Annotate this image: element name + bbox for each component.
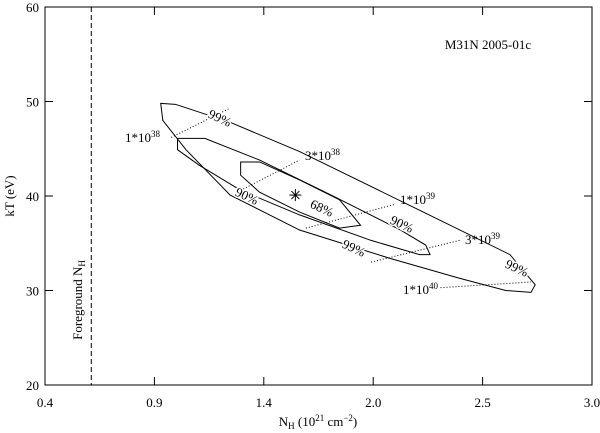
x-label-exp: 21 (315, 413, 324, 423)
y-tick-label: 50 (26, 95, 39, 110)
luminosity-exp: 38 (151, 129, 161, 139)
contour-label: 90% (388, 212, 416, 236)
contour-label: 68% (308, 196, 336, 220)
foreground-sub: H (77, 260, 87, 267)
best-fit (289, 189, 302, 202)
luminosity-line (440, 281, 532, 289)
luminosity-exp: 39 (491, 231, 501, 241)
luminosity-line (171, 107, 231, 138)
luminosity-base: 1*10 (400, 192, 426, 207)
luminosity-base: 1*10 (403, 282, 429, 297)
luminosity-label: 1*1039 (400, 191, 436, 207)
luminosity-label: 1*1038 (125, 129, 161, 145)
x-label-unit: (10 (295, 414, 316, 429)
x-label-unit: cm (324, 414, 343, 429)
contour-label: 99% (503, 256, 531, 280)
confidence-contour (160, 102, 536, 293)
x-tick-label: 1.4 (256, 395, 273, 410)
luminosity-exp: 40 (429, 281, 439, 291)
luminosity-base: 1*10 (125, 130, 151, 145)
contour-label: 99% (206, 106, 234, 130)
luminosity-label: 3*1039 (465, 231, 501, 247)
y-tick-label: 40 (26, 189, 39, 204)
contour-label: 99% (340, 236, 368, 260)
best-fit-star (291, 190, 300, 200)
x-label-unit: ) (353, 414, 357, 429)
x-tick-label: 0.4 (37, 395, 54, 410)
luminosity-label: 1*1040 (403, 281, 439, 297)
x-axis-label: NH (1021 cm−2) (279, 413, 358, 431)
luminosity-label: 3*1038 (305, 147, 341, 163)
y-axis-label: kT (eV) (2, 175, 17, 216)
y-tick-label: 30 (26, 284, 39, 299)
chart-title: M31N 2005-01c (445, 37, 532, 52)
x-label-exp: −2 (343, 413, 353, 423)
luminosity-line (240, 159, 300, 191)
plot-frame (44, 6, 593, 386)
x-tick-label: 3.0 (584, 395, 600, 410)
y-tick-label: 60 (26, 0, 39, 15)
foreground-text: Foreground N (70, 266, 85, 340)
confidence-contour (240, 161, 362, 229)
luminosity-exp: 39 (426, 191, 436, 201)
x-tick-label: 0.9 (146, 395, 162, 410)
x-label-sub: H (288, 421, 295, 431)
y-tick-label: 20 (26, 378, 39, 393)
x-label-base: N (279, 414, 289, 429)
confidence-contour (177, 137, 431, 256)
luminosity-base: 3*10 (465, 232, 491, 247)
contour-label: 90% (233, 184, 261, 208)
luminosity-line (305, 204, 395, 229)
luminosity-line (370, 239, 460, 263)
x-tick-label: 2.0 (365, 395, 381, 410)
luminosity-exp: 38 (331, 147, 341, 157)
luminosity-base: 3*10 (305, 148, 331, 163)
foreground-label: Foreground NH (70, 260, 87, 340)
x-tick-label: 2.5 (474, 395, 490, 410)
